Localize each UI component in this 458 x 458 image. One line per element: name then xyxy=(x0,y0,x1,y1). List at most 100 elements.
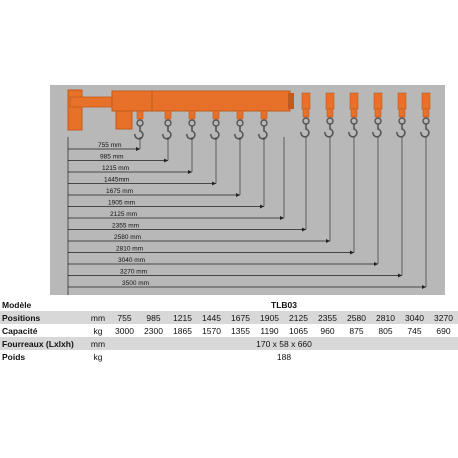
reach-label: 1905 mm xyxy=(108,200,135,207)
positions-cell: 1675 xyxy=(226,311,255,324)
extension-bracket-3 xyxy=(373,92,383,110)
capacity-cell: 2300 xyxy=(139,324,168,337)
dimension-arrow xyxy=(136,147,140,151)
reach-label: 2580 mm xyxy=(114,234,141,241)
positions-cell: 1905 xyxy=(255,311,284,324)
extension-hook-4-bracket xyxy=(398,108,406,118)
dimension-arrow xyxy=(374,262,378,266)
positions-row: Positions mm 755 985 1215 1445 1675 1905 2125 2… xyxy=(0,311,458,324)
trolley-block xyxy=(115,110,133,130)
weight-label: Poids xyxy=(0,350,86,363)
dimension-arrow xyxy=(326,239,330,243)
capacity-cell: 1355 xyxy=(226,324,255,337)
dimension-arrow xyxy=(260,204,264,209)
capacity-cell: 1065 xyxy=(284,324,313,337)
boom-hook-3-bracket xyxy=(212,110,220,120)
reach-label: 3040 mm xyxy=(118,257,145,264)
capacity-cell: 805 xyxy=(371,324,400,337)
capacity-cell: 875 xyxy=(342,324,371,337)
reach-label: 3270 mm xyxy=(120,269,147,276)
spec-table: Modèle TLB03 Positions mm 755 985 1215 1445… xyxy=(0,298,458,363)
reach-label: 755 mm xyxy=(98,142,121,149)
sleeves-unit: mm xyxy=(86,337,110,350)
reach-label: 1215 mm xyxy=(102,165,129,172)
dimension-arrow xyxy=(350,250,354,255)
boom-hook-5-bracket xyxy=(260,110,268,120)
boom-hook-2-bracket xyxy=(188,110,196,120)
sleeves-row: Fourreaux (Lxlxh) mm 170 x 58 x 660 xyxy=(0,337,458,350)
positions-label: Positions xyxy=(0,311,86,324)
sleeves-value: 170 x 58 x 660 xyxy=(110,337,458,350)
extension-bracket-0 xyxy=(301,92,311,110)
boom-hook-0-bracket xyxy=(136,110,144,120)
positions-cell: 2810 xyxy=(371,311,400,324)
boom-hook-4-bracket xyxy=(236,110,244,120)
mast-plate xyxy=(67,89,83,131)
extension-bracket-1 xyxy=(325,92,335,110)
capacity-row: Capacité kg 3000 2300 1865 1570 1355 1190 1065… xyxy=(0,324,458,337)
outer-boom xyxy=(111,90,291,112)
dimension-arrow xyxy=(236,193,240,197)
positions-cell: 3270 xyxy=(429,311,458,324)
positions-cell: 2580 xyxy=(342,311,371,324)
extension-hook-2-hook xyxy=(348,124,358,138)
boom-hook-2-hook xyxy=(186,126,196,140)
model-value: TLB03 xyxy=(110,298,458,311)
reach-label: 1445mm xyxy=(104,177,129,184)
extension-hook-3-bracket xyxy=(374,108,382,118)
reach-label: 985 mm xyxy=(100,154,123,161)
dimension-arrow xyxy=(280,216,284,220)
dimension-arrow xyxy=(398,273,402,278)
reach-label: 2125 mm xyxy=(110,211,137,218)
boom-hook-1-hook xyxy=(162,126,172,140)
capacity-unit: kg xyxy=(86,324,110,337)
boom-hook-4-hook xyxy=(234,126,244,140)
extension-hook-3-hook xyxy=(372,124,382,138)
reach-label: 3500 mm xyxy=(122,280,149,287)
capacity-label: Capacité xyxy=(0,324,86,337)
boom-hook-1-bracket xyxy=(164,110,172,120)
extension-hook-5-hook xyxy=(420,124,430,138)
capacity-cell: 1190 xyxy=(255,324,284,337)
positions-cell: 2125 xyxy=(284,311,313,324)
positions-cell: 3040 xyxy=(400,311,429,324)
dimension-arrow xyxy=(422,285,426,289)
positions-cell: 2355 xyxy=(313,311,342,324)
extension-hook-0-hook xyxy=(300,124,310,138)
extension-bracket-5 xyxy=(421,92,431,110)
weight-value: 188 xyxy=(110,350,458,363)
jib-diagram-svg: 755 mm 985 mm 1215 mm 1445mm 1675 mm 1905 mm 2… xyxy=(50,85,445,295)
jib-diagram: 755 mm 985 mm 1215 mm 1445mm 1675 mm 1905 mm 2… xyxy=(50,85,445,295)
extension-hook-4-hook xyxy=(396,124,406,138)
extension-bracket-2 xyxy=(349,92,359,110)
capacity-cell: 690 xyxy=(429,324,458,337)
model-label: Modèle xyxy=(0,298,86,311)
positions-cell: 985 xyxy=(139,311,168,324)
reach-label: 1675 mm xyxy=(106,188,133,195)
capacity-cell: 745 xyxy=(400,324,429,337)
capacity-cell: 960 xyxy=(313,324,342,337)
capacity-cell: 1570 xyxy=(197,324,226,337)
extension-hook-2-bracket xyxy=(350,108,358,118)
reach-label: 2810 mm xyxy=(116,246,143,253)
boom-hook-0-hook xyxy=(134,126,144,140)
extension-hook-1-bracket xyxy=(326,108,334,118)
dimension-arrow xyxy=(212,181,216,186)
dimension-arrow xyxy=(302,227,306,232)
model-row: Modèle TLB03 xyxy=(0,298,458,311)
extension-bracket-4 xyxy=(397,92,407,110)
positions-unit: mm xyxy=(86,311,110,324)
positions-cell: 755 xyxy=(110,311,139,324)
dimension-arrow xyxy=(188,170,192,174)
boom-end-cap xyxy=(288,93,294,109)
capacity-cell: 1865 xyxy=(168,324,197,337)
extension-hook-0-bracket xyxy=(302,108,310,118)
extension-hook-5-bracket xyxy=(422,108,430,118)
weight-unit: kg xyxy=(86,350,110,363)
positions-cell: 1215 xyxy=(168,311,197,324)
reach-label: 2355 mm xyxy=(112,223,139,230)
weight-row: Poids kg 188 xyxy=(0,350,458,363)
sleeves-label: Fourreaux (Lxlxh) xyxy=(0,337,86,350)
extension-hook-1-hook xyxy=(324,124,334,138)
boom-hook-3-hook xyxy=(210,126,220,140)
